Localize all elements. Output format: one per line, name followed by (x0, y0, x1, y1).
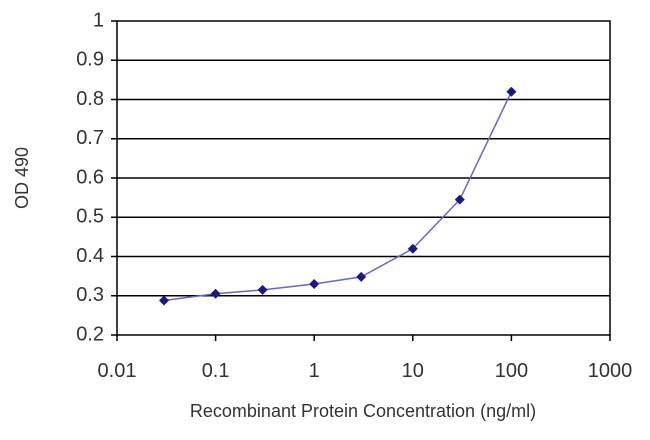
x-axis-title: Recombinant Protein Concentration (ng/ml… (190, 401, 536, 421)
x-tick-label: 0.01 (98, 360, 137, 382)
x-tick-label: 1000 (588, 360, 633, 382)
y-tick-label: 0.9 (76, 49, 104, 71)
y-tick-label: 0.8 (76, 88, 104, 110)
y-axis-ticks: 0.2 0.3 0.4 0.5 0.6 0.7 0.8 0.9 1 (76, 9, 117, 345)
data-point-marker (257, 284, 268, 295)
series-line (163, 91, 513, 302)
y-tick-label: 0.4 (76, 245, 104, 267)
series-layer (159, 86, 517, 306)
x-tick-label: 100 (495, 360, 528, 382)
y-tick-label: 0.7 (76, 127, 104, 149)
data-point-marker (506, 86, 517, 97)
data-point-marker (159, 295, 169, 306)
y-tick-label: 0.6 (76, 166, 104, 188)
x-axis-ticks: 0.01 0.1 1 10 100 1000 (98, 335, 633, 382)
data-point-marker (356, 271, 367, 282)
data-point-marker (210, 288, 221, 299)
data-point-marker (309, 279, 320, 289)
x-tick-label: 10 (402, 360, 424, 382)
y-tick-label: 1 (93, 9, 104, 31)
y-tick-label: 0.2 (76, 323, 104, 345)
y-axis-title: OD 490 (12, 147, 32, 209)
data-point-marker (407, 243, 418, 254)
y-tick-label: 0.5 (76, 206, 104, 228)
data-point-marker (454, 194, 465, 205)
x-tick-label: 0.1 (202, 360, 230, 382)
x-tick-label: 1 (309, 360, 320, 382)
plot-area-frame (116, 20, 611, 336)
gridlines (117, 59, 610, 297)
y-tick-label: 0.3 (76, 284, 104, 306)
